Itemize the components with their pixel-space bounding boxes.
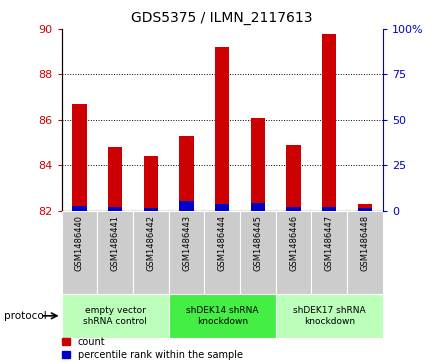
Title: GDS5375 / ILMN_2117613: GDS5375 / ILMN_2117613 <box>132 11 313 25</box>
Bar <box>312 211 347 294</box>
Bar <box>204 211 240 294</box>
Bar <box>180 136 194 211</box>
Bar <box>108 207 122 211</box>
Bar <box>358 204 372 211</box>
Bar <box>133 211 169 294</box>
Bar <box>251 203 265 211</box>
Text: shDEK17 shRNA
knockdown: shDEK17 shRNA knockdown <box>293 306 366 326</box>
Bar <box>215 47 229 211</box>
Bar <box>72 104 87 211</box>
Bar <box>276 294 383 338</box>
Bar <box>215 204 229 211</box>
Text: empty vector
shRNA control: empty vector shRNA control <box>83 306 147 326</box>
Bar <box>108 147 122 211</box>
Bar <box>286 145 301 211</box>
Bar <box>144 208 158 211</box>
Bar <box>251 118 265 211</box>
Bar <box>347 211 383 294</box>
Bar <box>322 207 337 211</box>
Text: GSM1486444: GSM1486444 <box>218 215 227 271</box>
Bar <box>180 201 194 211</box>
Text: GSM1486445: GSM1486445 <box>253 215 262 271</box>
Bar <box>97 211 133 294</box>
Bar <box>62 211 97 294</box>
Bar <box>144 156 158 211</box>
Text: GSM1486448: GSM1486448 <box>360 215 370 271</box>
Bar <box>286 207 301 211</box>
Bar <box>169 294 276 338</box>
Bar <box>169 211 204 294</box>
Text: GSM1486446: GSM1486446 <box>289 215 298 271</box>
Text: GSM1486442: GSM1486442 <box>147 215 155 271</box>
Text: shDEK14 shRNA
knockdown: shDEK14 shRNA knockdown <box>186 306 258 326</box>
Text: GSM1486440: GSM1486440 <box>75 215 84 271</box>
Bar <box>72 206 87 211</box>
Legend: count, percentile rank within the sample: count, percentile rank within the sample <box>62 337 242 360</box>
Text: GSM1486447: GSM1486447 <box>325 215 334 271</box>
Bar <box>62 294 169 338</box>
Text: GSM1486441: GSM1486441 <box>110 215 120 271</box>
Text: GSM1486443: GSM1486443 <box>182 215 191 271</box>
Bar <box>240 211 276 294</box>
Bar <box>276 211 312 294</box>
Bar <box>322 34 337 211</box>
Text: protocol: protocol <box>4 311 47 321</box>
Bar <box>358 208 372 211</box>
